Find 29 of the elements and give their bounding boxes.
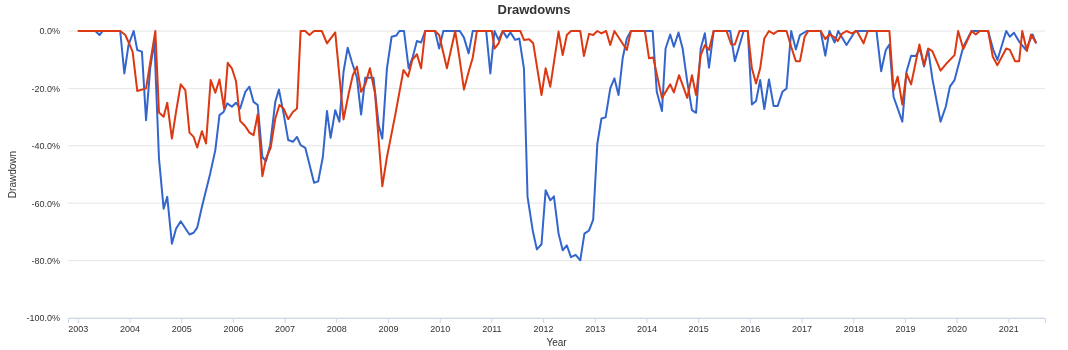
- x-tick-label: 2008: [326, 324, 347, 335]
- x-tick-label: 2004: [120, 324, 141, 335]
- line-series: [76, 30, 1038, 188]
- x-tick-label: 2003: [68, 324, 89, 335]
- x-tick-label: 2020: [947, 324, 968, 335]
- y-tick-label: -40.0%: [31, 141, 60, 152]
- x-tick-label: 2010: [430, 324, 451, 335]
- y-tick-label: -80.0%: [31, 255, 60, 266]
- x-tick-label: 2012: [533, 324, 554, 335]
- x-tick-label: 2018: [843, 324, 864, 335]
- x-tick-label: 2007: [275, 324, 296, 335]
- y-tick-label: -100.0%: [26, 313, 60, 324]
- y-tick-label: -60.0%: [31, 198, 60, 209]
- x-tick-label: 2009: [378, 324, 399, 335]
- x-tick-label: 2005: [171, 324, 192, 335]
- x-tick-label: 2016: [740, 324, 761, 335]
- y-tick-label: 0.0%: [39, 26, 60, 37]
- x-tick-label: 2013: [585, 324, 606, 335]
- x-tick-label: 2006: [223, 324, 244, 335]
- x-tick-label: 2014: [636, 324, 657, 335]
- x-tick-label: 2017: [792, 324, 813, 335]
- x-tick-label: 2011: [482, 324, 502, 335]
- y-axis-title: Drawdown: [7, 150, 18, 199]
- chart-title: Drawdowns: [497, 2, 571, 17]
- x-axis-title: Year: [546, 337, 568, 348]
- x-tick-label: 2019: [895, 324, 916, 335]
- y-tick-label: -20.0%: [31, 83, 60, 94]
- x-tick-label: 2015: [688, 324, 709, 335]
- x-tick-label: 2021: [998, 324, 1019, 335]
